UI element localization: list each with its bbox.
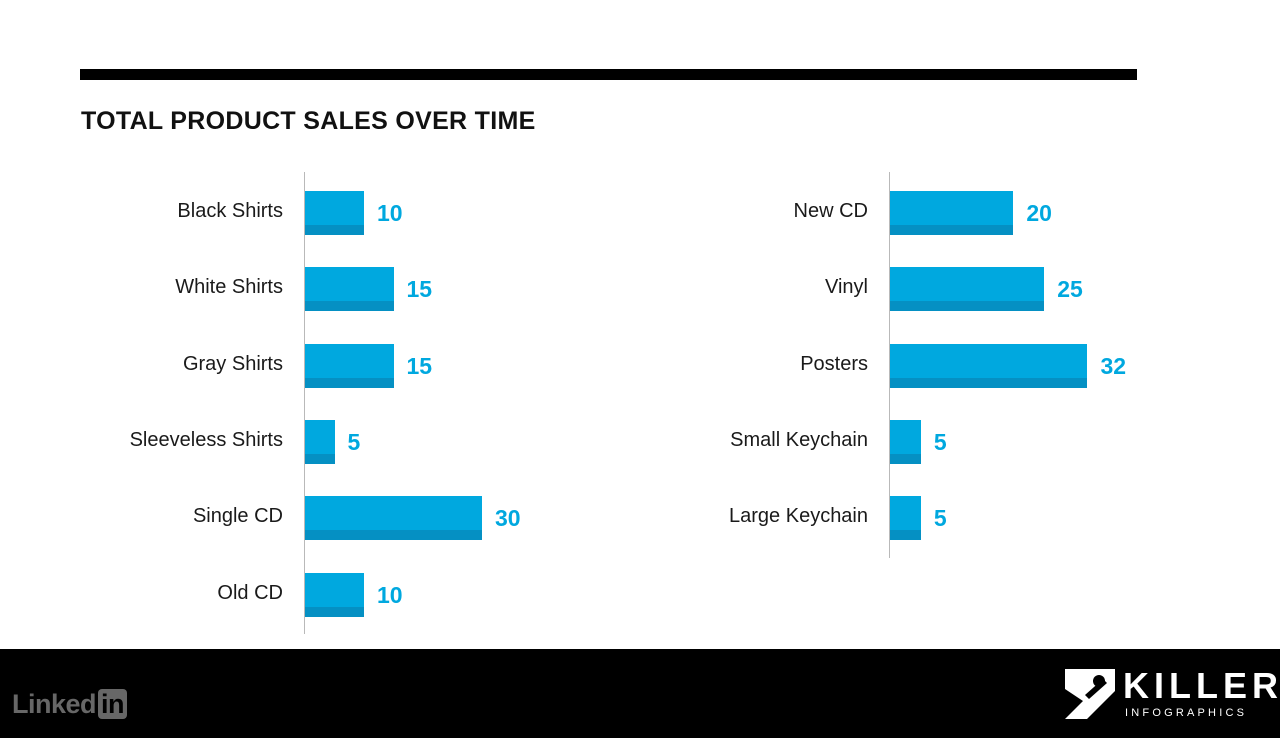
value-label: 15 (406, 276, 433, 303)
bar (890, 267, 1045, 312)
bar (305, 419, 335, 464)
killer-infographics-logo: KILLER INFOGRAPHICS (1065, 665, 1278, 729)
linkedin-logo-text: Linked (12, 689, 97, 719)
bar (890, 343, 1088, 388)
category-label: Gray Shirts (182, 352, 283, 375)
bar (890, 191, 1014, 235)
footer-bar: Linked in KILLER INFOGRAPHICS (0, 649, 1280, 738)
value-label: 20 (1026, 200, 1052, 226)
category-label: Old CD (217, 581, 283, 604)
category-label: Single CD (192, 505, 283, 528)
category-label: Sleeveless Shirts (129, 428, 283, 451)
bar (305, 496, 482, 541)
linkedin-in-box: in (98, 689, 128, 719)
category-label: New CD (793, 200, 868, 222)
bar (305, 267, 394, 312)
brand-name: KILLER (1123, 665, 1280, 706)
axis-line (304, 172, 305, 634)
category-label: Vinyl (825, 276, 868, 299)
category-label: Black Shirts (177, 200, 283, 222)
category-label: Posters (800, 352, 868, 375)
linkedin-logo: Linked in (12, 689, 128, 720)
category-label: Large Keychain (729, 505, 868, 528)
value-label: 15 (406, 352, 433, 379)
brand-subtitle: INFOGRAPHICS (1125, 707, 1248, 719)
value-label: 30 (495, 505, 521, 532)
value-label: 10 (377, 581, 403, 608)
category-label: Small Keychain (730, 428, 868, 451)
value-label: 10 (377, 200, 403, 226)
category-label: White Shirts (175, 276, 283, 299)
bar (305, 343, 394, 388)
bar (890, 496, 921, 541)
bar (305, 191, 364, 235)
chart-title: TOTAL PRODUCT SALES OVER TIME (81, 107, 536, 135)
value-label: 25 (1057, 276, 1083, 303)
top-rule (80, 69, 1137, 80)
bar (890, 419, 921, 464)
bar (305, 572, 364, 617)
value-label: 5 (933, 428, 947, 455)
value-label: 5 (347, 428, 361, 455)
value-label: 32 (1100, 352, 1127, 379)
axis-line (889, 172, 890, 558)
brand-mark-icon (1065, 669, 1115, 719)
value-label: 5 (933, 505, 947, 532)
